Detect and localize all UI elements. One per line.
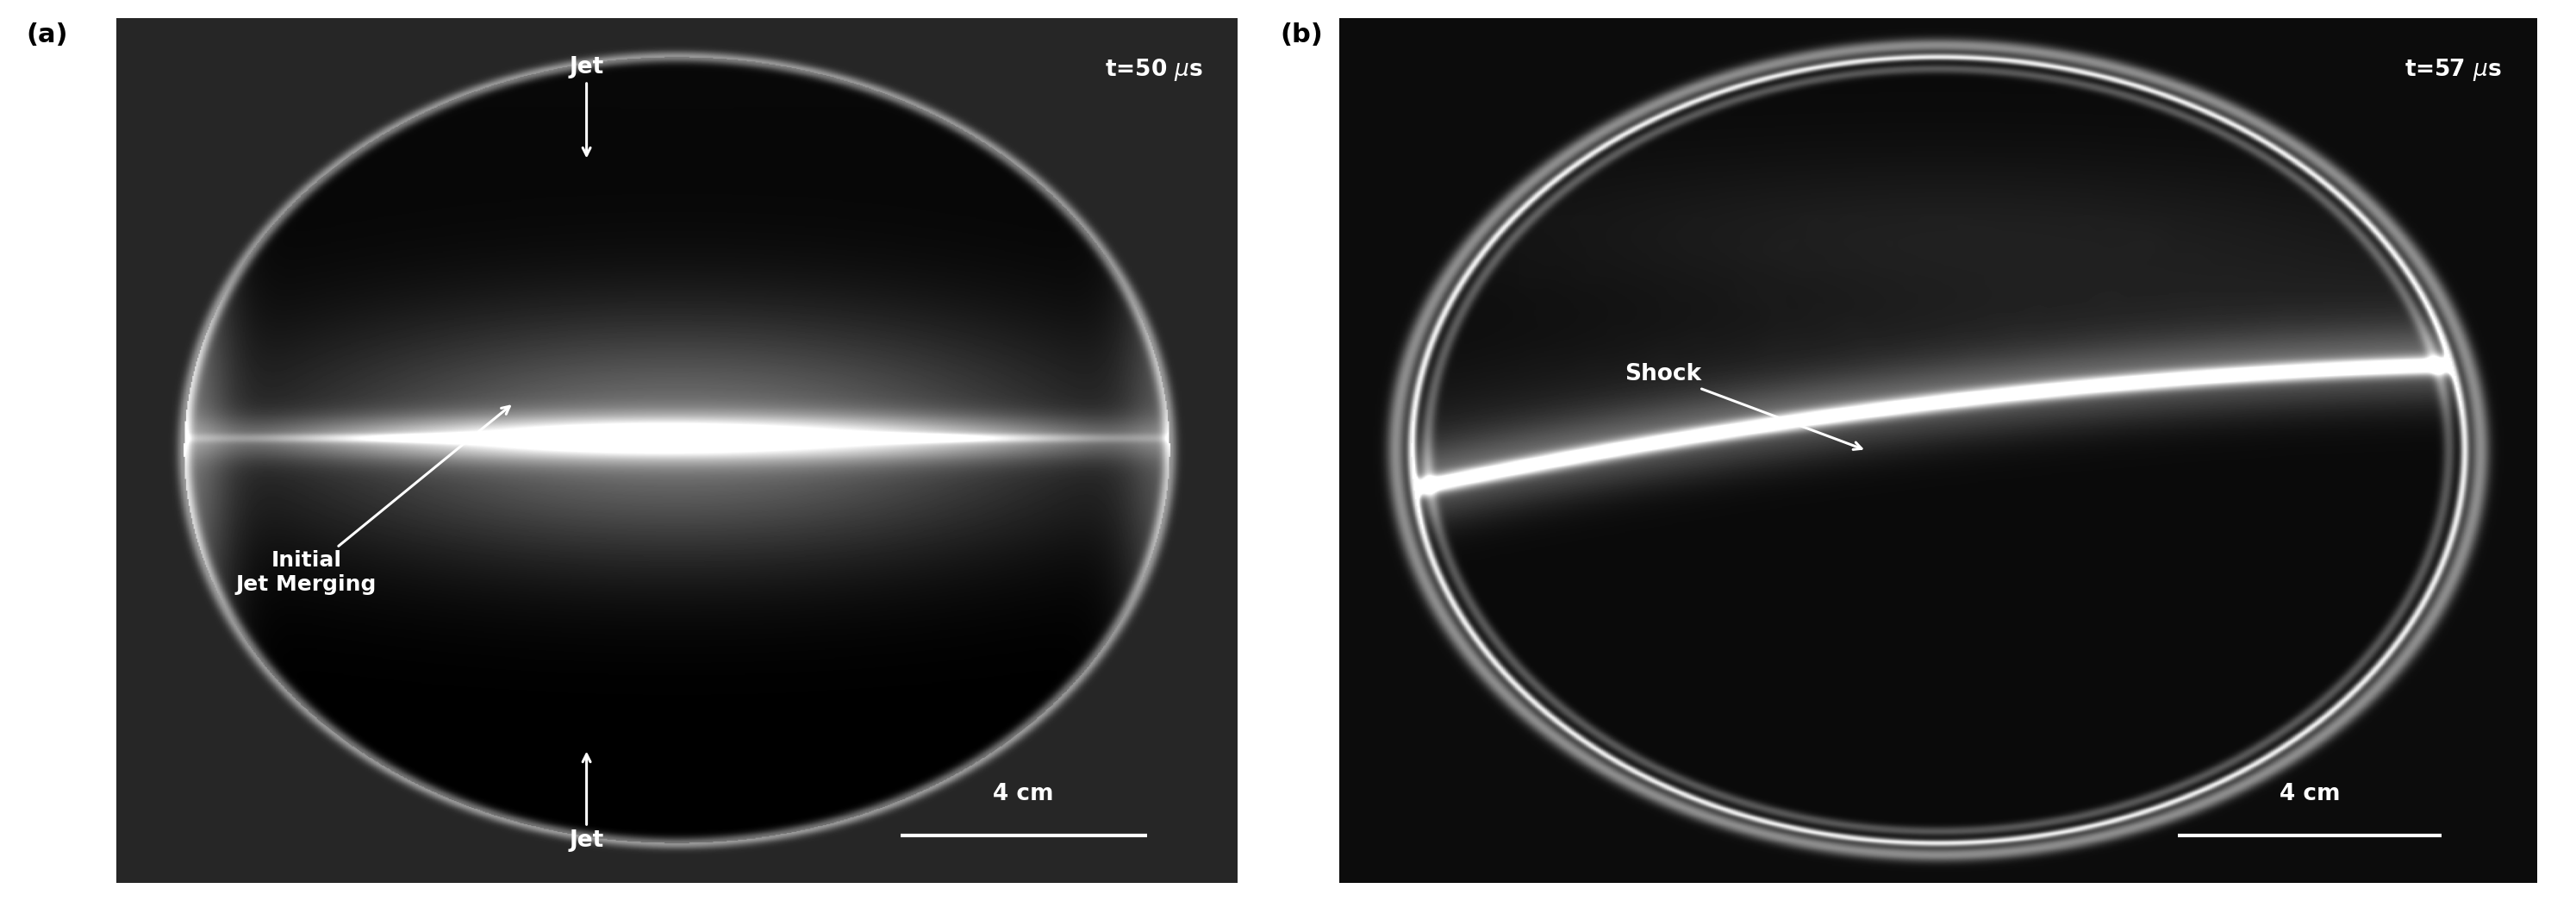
Text: (a): (a) [26, 23, 67, 48]
Text: 4 cm: 4 cm [994, 783, 1054, 805]
Text: t=57 $\mu$s: t=57 $\mu$s [2403, 57, 2501, 83]
Text: t=50 $\mu$s: t=50 $\mu$s [1105, 57, 1203, 83]
Text: 4 cm: 4 cm [2280, 783, 2339, 805]
Text: Initial
Jet Merging: Initial Jet Merging [237, 406, 510, 595]
Text: Jet: Jet [569, 56, 603, 155]
Text: (b): (b) [1280, 23, 1324, 48]
Text: Jet: Jet [569, 754, 603, 851]
Text: Shock: Shock [1625, 363, 1862, 450]
